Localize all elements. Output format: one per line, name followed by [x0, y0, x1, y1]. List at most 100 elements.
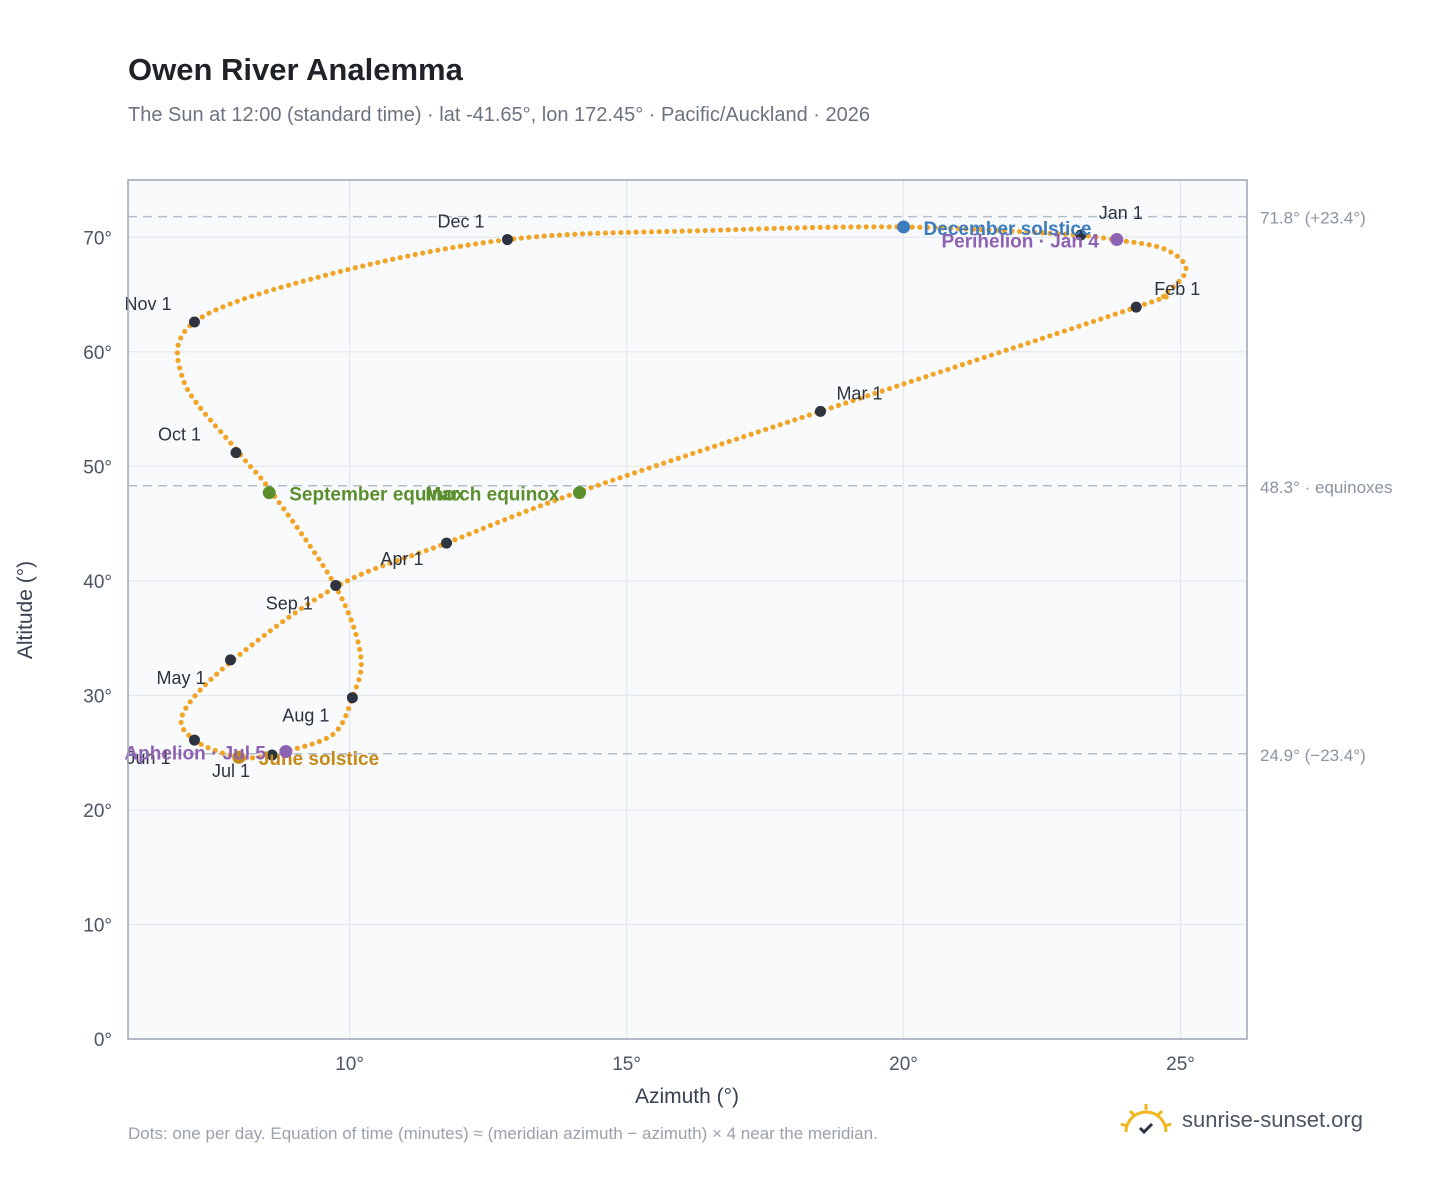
- daily-dot: [1123, 238, 1129, 244]
- daily-dot: [690, 450, 696, 457]
- daily-dot: [380, 563, 386, 569]
- axis-ticks: 10° 15° 20° 25° 0° 10° 20° 30° 40° 50° 60° 70°: [83, 228, 1195, 1075]
- daily-dot: [549, 232, 555, 239]
- daily-dot: [324, 589, 330, 595]
- daily-dot: [886, 385, 893, 392]
- daily-dot: [311, 550, 318, 556]
- plot-area: [128, 180, 1247, 1039]
- daily-dot: [909, 224, 915, 230]
- daily-dot: [702, 227, 708, 234]
- daily-dot: [865, 393, 871, 399]
- daily-dot: [199, 314, 205, 320]
- daily-dot: [358, 654, 364, 660]
- daily-dot: [828, 405, 834, 411]
- daily-dot: [988, 352, 995, 358]
- brand[interactable]: sunrise-sunset.org: [1118, 1102, 1363, 1138]
- daily-dot: [1001, 228, 1007, 234]
- daily-dot: [318, 593, 324, 599]
- daily-dot: [682, 453, 689, 459]
- daily-dot: [1069, 326, 1075, 332]
- event-label: September equinox: [289, 485, 466, 506]
- daily-dot: [668, 458, 674, 464]
- daily-dot: [1032, 338, 1038, 344]
- daily-dot: [617, 475, 623, 481]
- daily-dot: [249, 642, 255, 648]
- daily-dot: [271, 286, 277, 293]
- daily-dot: [981, 354, 987, 361]
- daily-dot: [710, 227, 716, 233]
- daily-dot: [335, 726, 341, 732]
- daily-dot: [1105, 313, 1111, 320]
- daily-dot: [556, 232, 563, 238]
- month-marker: [330, 579, 342, 591]
- y-tick-label: 20°: [83, 801, 112, 822]
- daily-dot: [974, 357, 980, 363]
- daily-dot: [1054, 330, 1060, 337]
- brand-name[interactable]: sunrise-sunset.org: [1182, 1107, 1363, 1132]
- daily-dot: [959, 362, 965, 368]
- daily-dot: [587, 230, 593, 237]
- month-marker-label: Nov 1: [124, 294, 171, 314]
- daily-dot: [339, 720, 346, 726]
- y-tick-label: 30°: [83, 686, 112, 707]
- daily-dot: [192, 693, 198, 699]
- daily-dot: [1093, 234, 1099, 240]
- daily-dot: [427, 249, 433, 255]
- daily-dot: [664, 228, 670, 235]
- month-marker: [266, 749, 278, 761]
- daily-dot: [1154, 243, 1160, 249]
- daily-dot: [258, 475, 264, 481]
- daily-dot: [533, 234, 540, 240]
- daily-dot: [886, 224, 892, 230]
- daily-dot: [294, 745, 300, 751]
- month-marker: [1130, 301, 1142, 313]
- daily-dot: [308, 276, 314, 282]
- daily-dot: [320, 562, 326, 569]
- daily-dot: [878, 224, 885, 230]
- daily-dot: [480, 240, 486, 246]
- daily-dot: [193, 399, 199, 405]
- daily-dot: [894, 383, 900, 389]
- daily-dot: [372, 565, 379, 572]
- event-label: Perihelion · Jan 4: [941, 232, 1099, 253]
- daily-dot: [242, 458, 249, 464]
- daily-dot: [285, 282, 292, 288]
- daily-dot: [523, 508, 529, 514]
- month-marker: [188, 316, 200, 328]
- daily-dot: [435, 247, 441, 253]
- y-tick-label: 60°: [83, 343, 112, 364]
- daily-dot: [1016, 228, 1023, 235]
- daily-dot: [559, 495, 565, 501]
- daily-dot: [970, 226, 977, 232]
- daily-dot: [416, 550, 422, 556]
- month-marker: [230, 447, 242, 459]
- daily-dot: [345, 266, 351, 273]
- reference-lines: 71.8° (+23.4°) 48.3° · equinoxes 24.9° (−2…: [128, 209, 1393, 765]
- month-marker: [346, 692, 358, 704]
- daily-dot: [786, 225, 793, 231]
- event-marker: [1110, 233, 1124, 247]
- daily-dot: [457, 243, 464, 249]
- daily-dot: [806, 412, 812, 418]
- daily-dot: [1062, 231, 1069, 237]
- daily-dot: [365, 568, 372, 574]
- daily-dot: [323, 735, 329, 742]
- daily-dot: [487, 522, 494, 529]
- daily-dot: [356, 677, 362, 683]
- daily-dot: [423, 547, 429, 554]
- daily-dot: [1163, 294, 1169, 300]
- month-marker: [501, 234, 513, 246]
- daily-dot: [947, 225, 954, 231]
- daily-dot: [298, 531, 305, 537]
- daily-dot: [360, 263, 366, 269]
- daily-dot: [227, 752, 233, 758]
- daily-dot: [733, 226, 739, 233]
- daily-dot: [202, 411, 209, 417]
- daily-dot: [286, 614, 292, 620]
- event-label: December solstice: [924, 219, 1092, 240]
- daily-dot: [495, 238, 502, 244]
- daily-dot: [324, 569, 330, 575]
- daily-dot: [602, 480, 609, 486]
- daily-dot: [409, 552, 415, 559]
